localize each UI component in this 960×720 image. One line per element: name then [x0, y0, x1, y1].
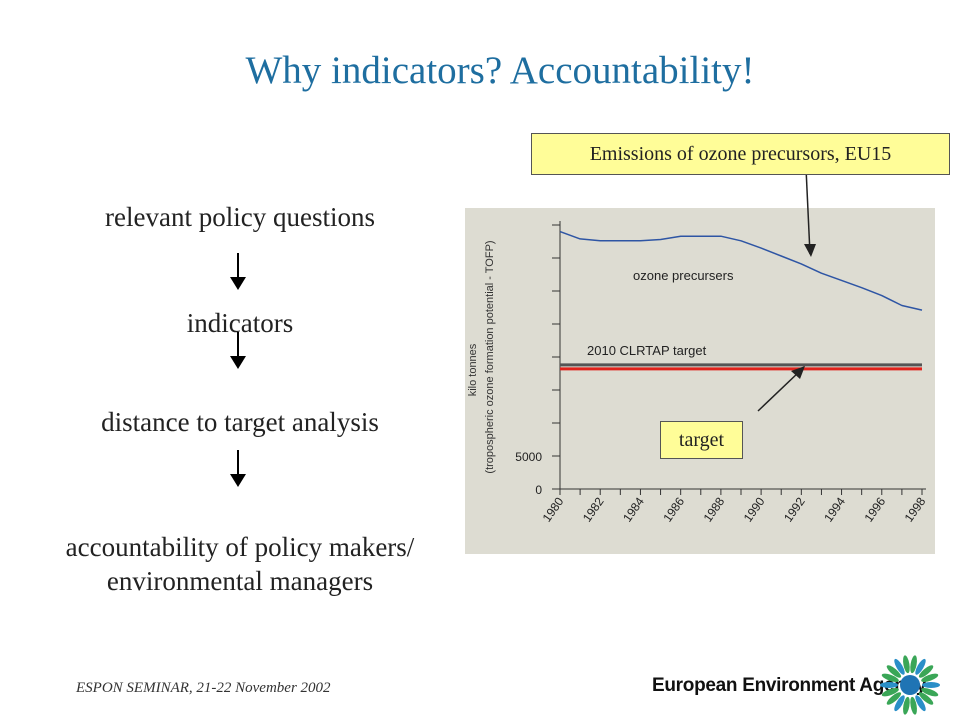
emissions-callout: Emissions of ozone precursors, EU15 — [531, 133, 950, 175]
logo-petal — [881, 673, 899, 682]
flow-step-accountability: accountability of policy makers/ environ… — [0, 530, 480, 598]
target-callout-arrowhead — [791, 366, 805, 379]
logo-petal — [918, 692, 934, 705]
logo-petal — [918, 665, 934, 678]
logo-petal — [915, 695, 926, 712]
slide-title: Why indicators? Accountability! — [245, 49, 755, 92]
down-arrow-icon — [230, 253, 246, 290]
series-label-clrtap-target: 2010 CLRTAP target — [587, 343, 707, 358]
down-arrow-icon — [230, 450, 246, 487]
flow-step-policy-questions: relevant policy questions — [105, 202, 375, 232]
flow-step-indicators: indicators — [186, 308, 294, 338]
series-line-0 — [559, 230, 923, 311]
logo-petal — [922, 682, 940, 688]
footer-seminar: ESPON SEMINAR, 21-22 November 2002 — [76, 680, 331, 696]
target-callout: target — [660, 421, 743, 459]
logo-petal — [894, 658, 905, 675]
logo-petal — [921, 673, 939, 682]
flow-step-accountability-line1: accountability of policy makers/ — [65, 532, 415, 562]
y-tick-label: 5000 — [515, 450, 542, 464]
eea-logo-icon — [880, 655, 940, 715]
logo-petal — [894, 695, 905, 712]
series-label-ozone-precursers: ozone precursers — [633, 268, 734, 283]
down-arrow-icon — [230, 332, 246, 369]
logo-petal — [903, 696, 910, 715]
chart-axes — [559, 221, 926, 490]
logo-petal — [921, 688, 939, 697]
emissions-callout-pointer — [805, 167, 811, 255]
logo-petal — [910, 655, 917, 674]
y-tick-label: 0 — [535, 483, 542, 497]
logo-petal — [910, 696, 917, 715]
logo-petal — [886, 665, 902, 678]
logo-petal — [880, 682, 898, 688]
logo-center — [900, 675, 920, 695]
chart-series — [559, 230, 923, 371]
emissions-callout-arrowhead — [804, 244, 816, 257]
chart-ylabel-line2: (tropospheric ozone formation potential … — [484, 240, 496, 473]
flow-step-distance-to-target: distance to target analysis — [101, 407, 379, 437]
logo-petal — [915, 658, 926, 675]
agency-name: European Environment Agency — [652, 675, 927, 696]
logo-petal — [886, 692, 902, 705]
logo-petal — [903, 655, 910, 674]
logo-petal — [881, 688, 899, 697]
chart-ylabel-line1: kilo tonnes — [467, 343, 479, 396]
target-callout-pointer — [757, 370, 801, 412]
chart-background — [465, 208, 935, 554]
flow-step-accountability-line2: environmental managers — [106, 566, 374, 596]
